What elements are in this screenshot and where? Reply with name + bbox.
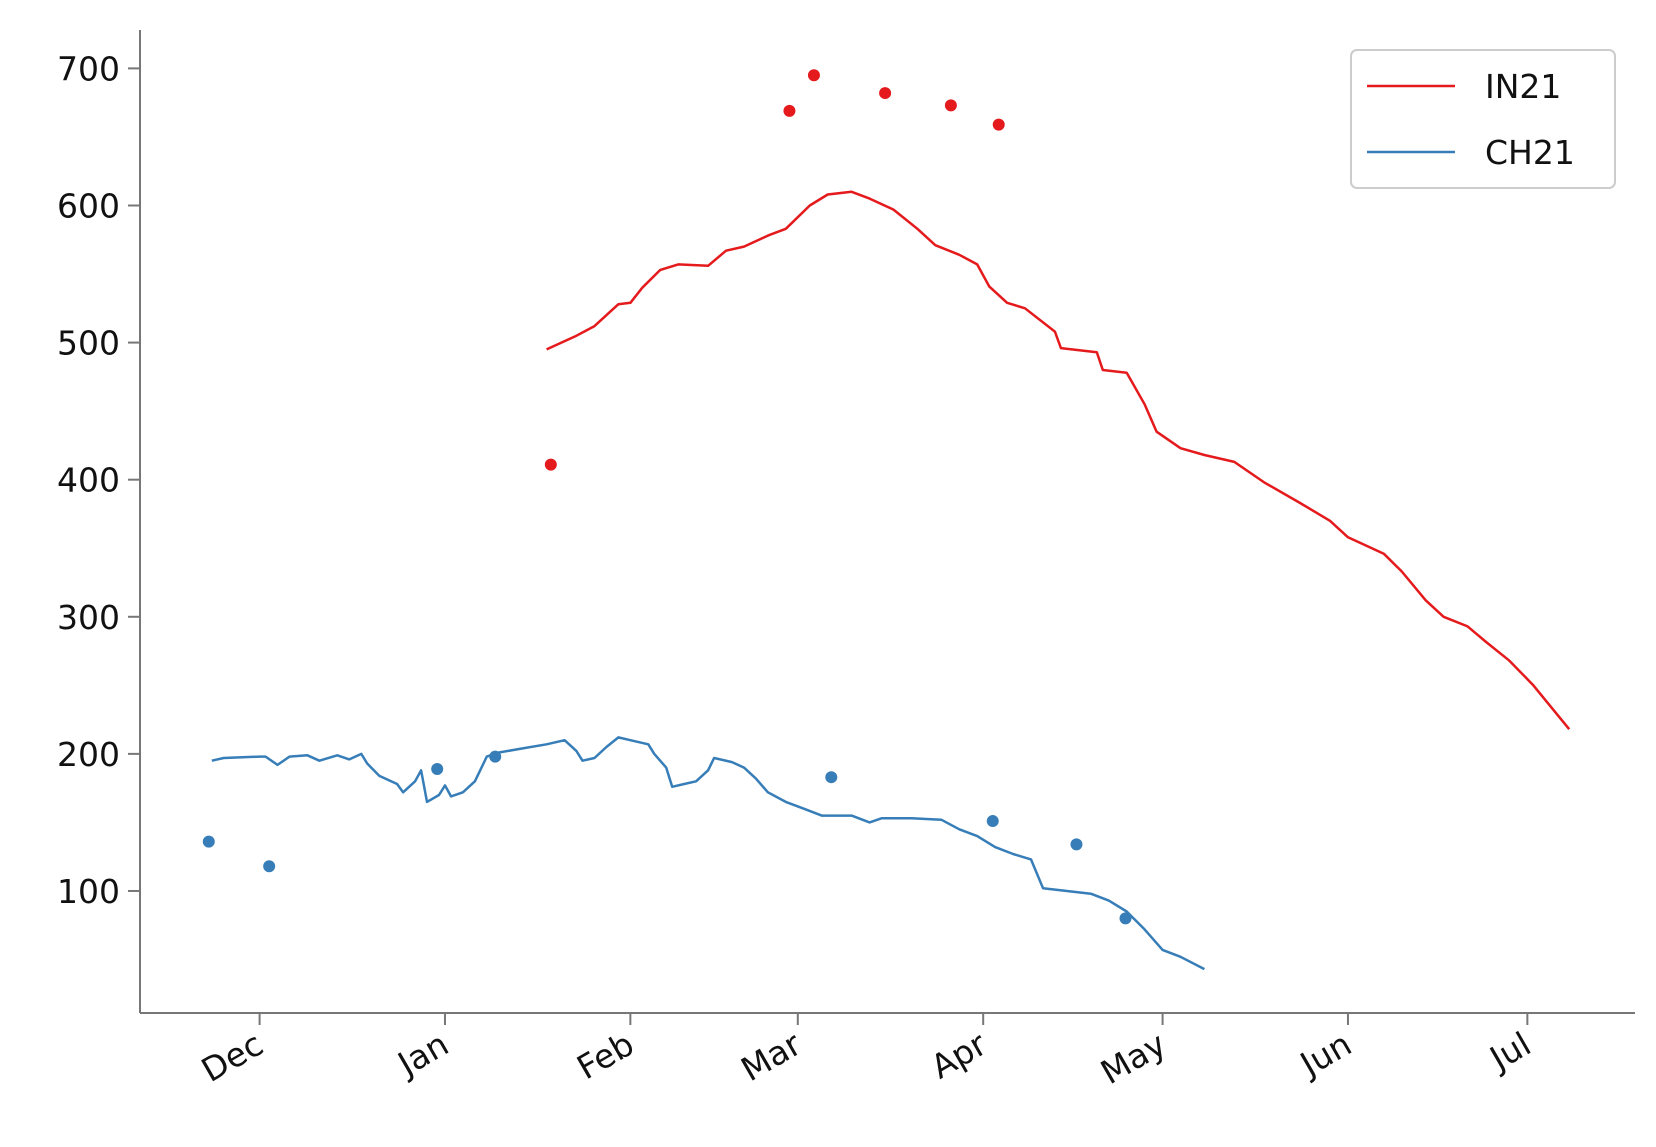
y-tick-label: 100	[57, 872, 120, 911]
x-tick-label: Feb	[570, 1024, 640, 1087]
legend: IN21 CH21	[1350, 49, 1616, 189]
scatter-point	[1070, 838, 1083, 851]
x-tick-label: May	[1094, 1024, 1173, 1092]
series-line	[546, 190, 1571, 730]
scatter-point	[431, 762, 444, 775]
y-tick-label: 200	[57, 735, 120, 774]
scatter-point	[944, 99, 957, 112]
y-tick-label: 700	[57, 49, 120, 88]
scatter-point	[986, 815, 999, 828]
legend-box	[1350, 49, 1616, 189]
scatter-point	[825, 771, 838, 784]
series-line	[211, 736, 1205, 971]
y-tick-label: 400	[57, 461, 120, 500]
x-tick-label: Jun	[1292, 1024, 1358, 1085]
scatter-point	[807, 69, 820, 82]
scatter-point	[202, 835, 215, 848]
legend-label: IN21	[1485, 67, 1561, 106]
x-tick-label: Jan	[390, 1024, 455, 1084]
x-tick-label: Apr	[924, 1024, 993, 1087]
x-tick-label: Jul	[1482, 1024, 1538, 1079]
y-tick-label: 500	[57, 324, 120, 363]
scatter-point	[263, 860, 276, 873]
x-tick-label: Dec	[195, 1024, 270, 1090]
scatter-point	[544, 458, 557, 471]
x-tick-label: Mar	[734, 1024, 808, 1089]
scatter-point	[783, 104, 796, 117]
scatter-point	[992, 118, 1005, 131]
scatter-point	[489, 750, 502, 763]
legend-label: CH21	[1485, 133, 1575, 172]
y-tick-label: 300	[57, 598, 120, 637]
scatter-point	[879, 87, 892, 100]
scatter-point	[1119, 912, 1132, 925]
y-tick-label: 600	[57, 186, 120, 225]
